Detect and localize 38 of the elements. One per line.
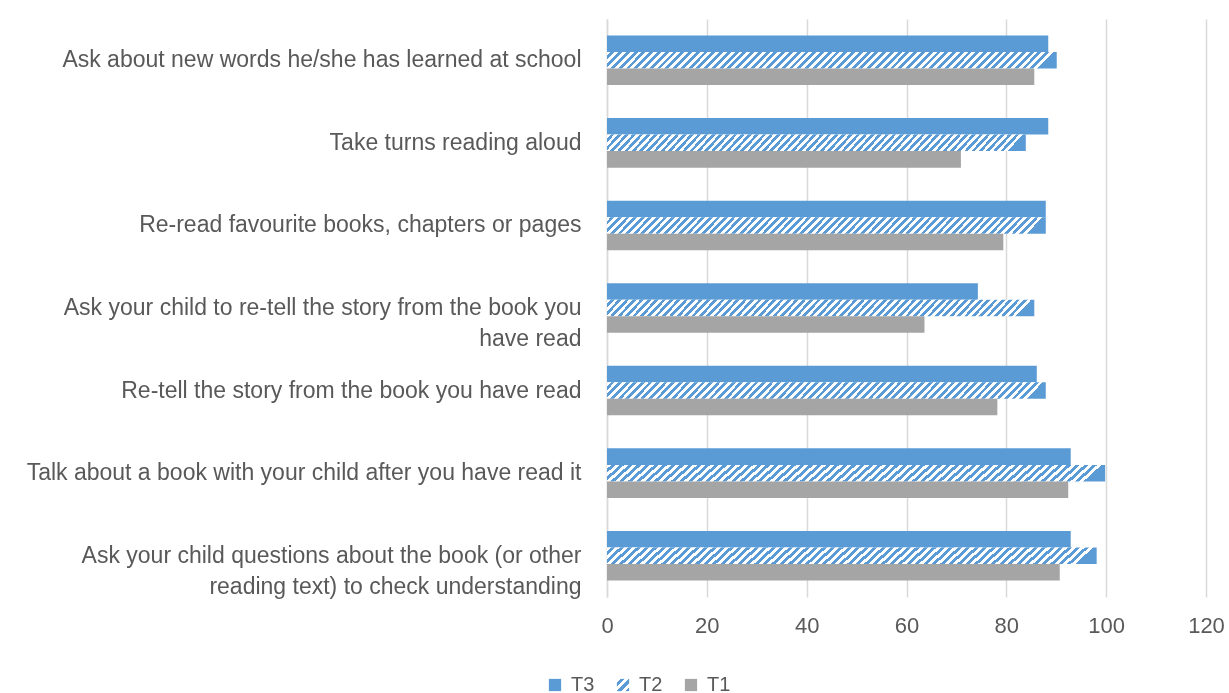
bar — [607, 217, 1046, 234]
y-tick-label: Re-tell the story from the book you have read — [121, 376, 582, 403]
y-tick-label: Ask your child questions about the book (or other reading text) to check understanding — [81, 541, 582, 599]
x-tick-label: 40 — [794, 612, 820, 638]
bar — [607, 547, 1097, 564]
bar — [607, 233, 1004, 251]
bar — [607, 35, 1049, 53]
x-tick-label: 60 — [894, 612, 920, 638]
bar — [607, 283, 978, 300]
bar — [607, 200, 1046, 218]
x-tick-label: 0 — [601, 612, 614, 638]
legend-label: T3 — [571, 673, 595, 693]
bar — [607, 151, 961, 168]
bar — [607, 398, 998, 416]
bar — [607, 448, 1071, 465]
y-tick-label: Ask about new words he/she has learned at school — [62, 46, 582, 73]
bar — [607, 52, 1057, 69]
x-tick-label: 20 — [695, 612, 720, 638]
x-tick-label: 80 — [994, 612, 1020, 638]
bar — [607, 299, 1035, 317]
y-tick-label: Take turns reading aloud — [329, 128, 582, 155]
bar — [607, 118, 1049, 135]
bar — [607, 481, 1069, 498]
y-tick-label: Re-read favourite books, chapters or pages — [139, 211, 582, 238]
y-tick-label: Talk about a book with your child after you have read it — [26, 459, 583, 486]
bar — [607, 134, 1026, 152]
bar — [607, 316, 925, 333]
bar — [607, 365, 1037, 383]
legend-label: T2 — [639, 673, 663, 693]
y-tick-label: Ask your child to re-tell the story from the book you have read — [63, 294, 582, 351]
bar — [607, 464, 1106, 482]
x-tick-label: 120 — [1188, 612, 1225, 638]
bar — [607, 530, 1071, 548]
bar — [607, 68, 1035, 86]
x-tick-label: 100 — [1088, 612, 1126, 638]
legend-label: T1 — [707, 673, 731, 693]
bar — [607, 382, 1046, 399]
bar — [607, 563, 1060, 581]
